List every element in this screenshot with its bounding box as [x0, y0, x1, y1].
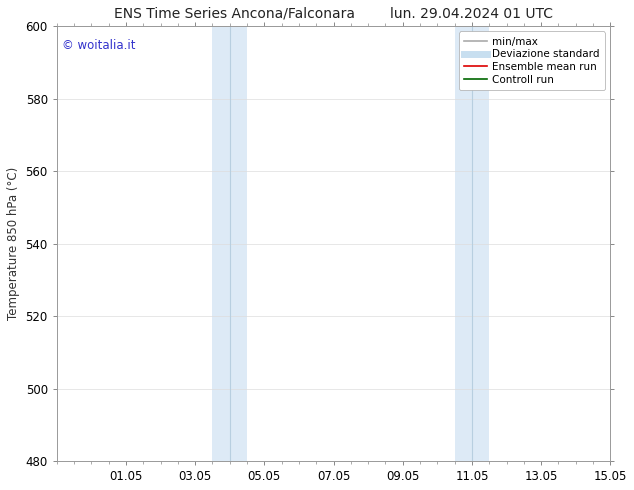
Y-axis label: Temperature 850 hPa (°C): Temperature 850 hPa (°C) [7, 167, 20, 320]
Bar [455, 26, 489, 461]
Text: © woitalia.it: © woitalia.it [62, 39, 136, 52]
Bar [212, 26, 247, 461]
Title: ENS Time Series Ancona/Falconara        lun. 29.04.2024 01 UTC: ENS Time Series Ancona/Falconara lun. 29… [114, 7, 553, 21]
Legend: min/max, Deviazione standard, Ensemble mean run, Controll run: min/max, Deviazione standard, Ensemble m… [459, 31, 605, 90]
